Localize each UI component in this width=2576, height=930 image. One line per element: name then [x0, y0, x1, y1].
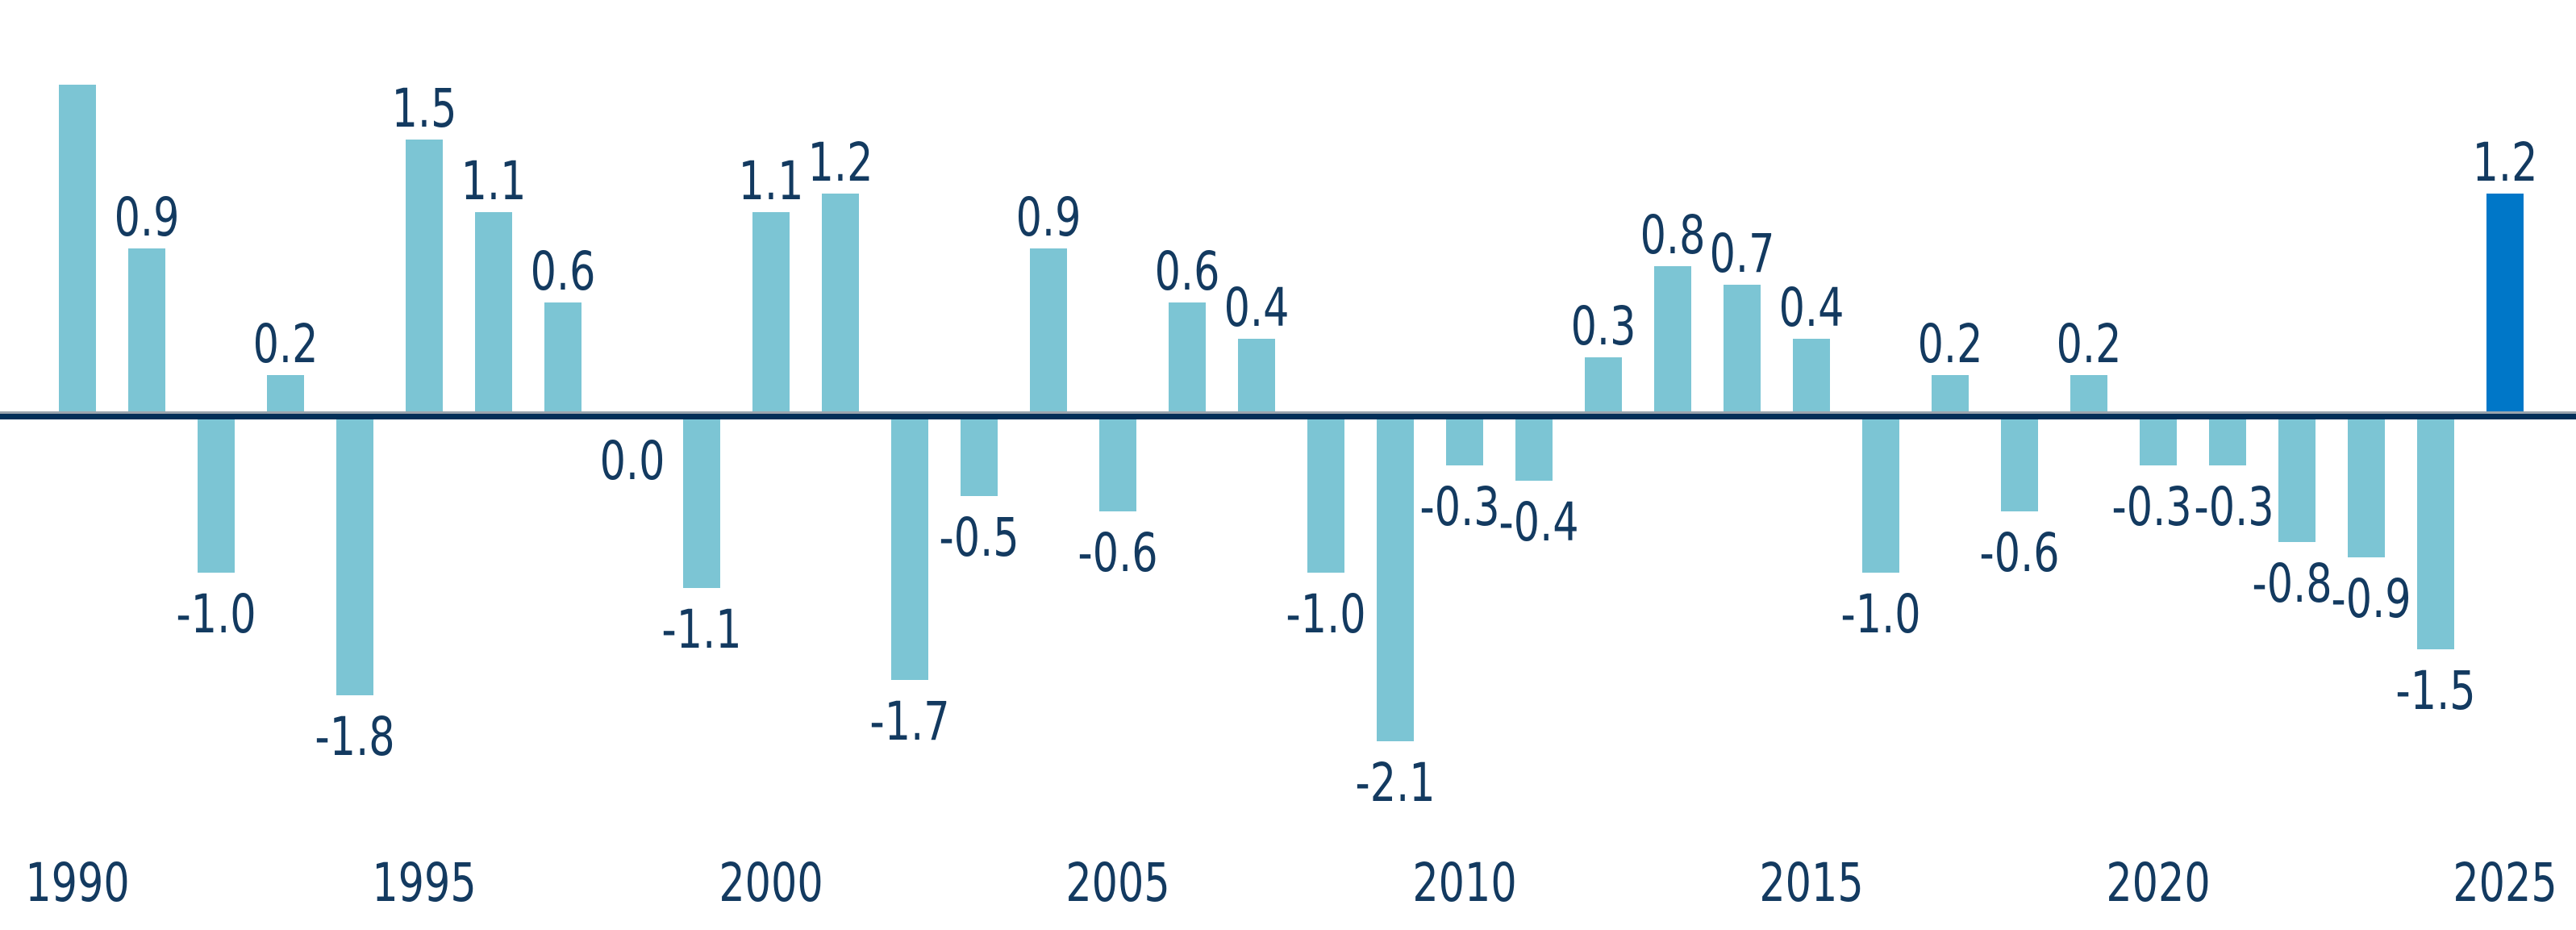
value-label-1994: -1.8 — [315, 706, 395, 768]
value-label-1992: -1.0 — [176, 583, 256, 645]
bar-2020 — [2140, 419, 2177, 465]
bar-2009 — [1377, 419, 1414, 741]
bar-2008 — [1307, 419, 1344, 573]
value-label-2015: 0.4 — [1778, 277, 1844, 339]
bar-2007 — [1238, 339, 1275, 411]
bar-2010 — [1446, 419, 1483, 465]
bar-1994 — [336, 419, 373, 695]
value-label-2025: 1.2 — [2472, 131, 2538, 194]
bar-2023 — [2348, 419, 2385, 557]
value-label-2000: 1.1 — [738, 149, 804, 212]
bar-2024 — [2417, 419, 2454, 649]
value-label-2017: 0.2 — [1917, 313, 1983, 375]
bar-2017 — [1932, 375, 1969, 411]
bar-2014 — [1724, 284, 1761, 411]
value-label-1991: 0.9 — [114, 186, 180, 248]
bar-2015 — [1793, 339, 1830, 411]
bar-2006 — [1169, 302, 1206, 411]
bar-1993 — [267, 375, 304, 411]
value-label-2021: -0.3 — [2194, 476, 2274, 538]
bar-1996 — [475, 211, 512, 411]
x-tick-2000: 2000 — [719, 852, 823, 914]
bar-2004 — [1030, 248, 1067, 411]
bar-2013 — [1654, 266, 1691, 411]
bar-2025 — [2486, 194, 2524, 411]
bar-1990 — [59, 85, 96, 411]
bar-1991 — [128, 248, 165, 411]
value-label-2001: 1.2 — [807, 131, 873, 194]
value-label-1993: 0.2 — [252, 313, 319, 375]
value-label-2009: -2.1 — [1355, 752, 1436, 814]
value-label-2020: -0.3 — [2111, 476, 2192, 538]
value-label-2004: 0.9 — [1015, 186, 1082, 248]
x-tick-1990: 1990 — [25, 852, 130, 914]
bar-2003 — [961, 419, 998, 496]
bar-2005 — [1099, 419, 1136, 511]
bar-2022 — [2278, 419, 2315, 542]
value-label-2018: -0.6 — [1979, 522, 2060, 584]
bar-1992 — [198, 419, 235, 573]
value-label-2006: 0.6 — [1154, 240, 1220, 302]
x-tick-2005: 2005 — [1065, 852, 1170, 914]
value-label-1998: 0.0 — [599, 430, 665, 492]
value-label-2012: 0.3 — [1570, 294, 1636, 357]
value-label-2010: -0.3 — [1419, 476, 1500, 538]
value-label-2023: -0.9 — [2331, 568, 2411, 630]
value-label-1996: 1.1 — [461, 149, 527, 212]
x-tick-2010: 2010 — [1412, 852, 1517, 914]
value-label-2007: 0.4 — [1223, 277, 1290, 339]
value-label-1995: 1.5 — [391, 77, 457, 140]
value-label-2022: -0.8 — [2252, 553, 2332, 615]
value-label-2002: -1.7 — [869, 690, 950, 753]
value-label-2014: 0.7 — [1709, 222, 1775, 285]
x-tick-1995: 1995 — [372, 852, 477, 914]
bar-2000 — [752, 211, 790, 411]
bar-2002 — [891, 419, 928, 680]
value-label-2008: -1.0 — [1286, 583, 1366, 645]
value-label-2013: 0.8 — [1640, 204, 1706, 266]
value-label-2016: -1.0 — [1840, 583, 1921, 645]
value-label-1997: 0.6 — [530, 240, 596, 302]
bar-2011 — [1515, 419, 1553, 481]
x-axis-line — [0, 414, 2576, 419]
bar-1999 — [683, 419, 720, 588]
value-label-2024: -1.5 — [2395, 660, 2476, 722]
bar-2012 — [1585, 357, 1622, 411]
value-label-1999: -1.1 — [661, 598, 742, 661]
x-tick-2015: 2015 — [1759, 852, 1864, 914]
zero-gridline — [0, 411, 2576, 414]
value-label-2005: -0.6 — [1078, 522, 1158, 584]
bar-1995 — [406, 139, 443, 411]
bar-2016 — [1862, 419, 1899, 573]
bar-1997 — [544, 302, 581, 411]
x-tick-2025: 2025 — [2453, 852, 2557, 914]
x-tick-2020: 2020 — [2106, 852, 2211, 914]
value-label-2011: -0.4 — [1498, 491, 1579, 553]
bar-2001 — [822, 194, 859, 411]
bar-2021 — [2209, 419, 2246, 465]
value-label-2019: 0.2 — [2056, 313, 2122, 375]
bar-2018 — [2001, 419, 2038, 511]
bar-2019 — [2070, 375, 2107, 411]
value-label-2003: -0.5 — [939, 507, 1019, 569]
